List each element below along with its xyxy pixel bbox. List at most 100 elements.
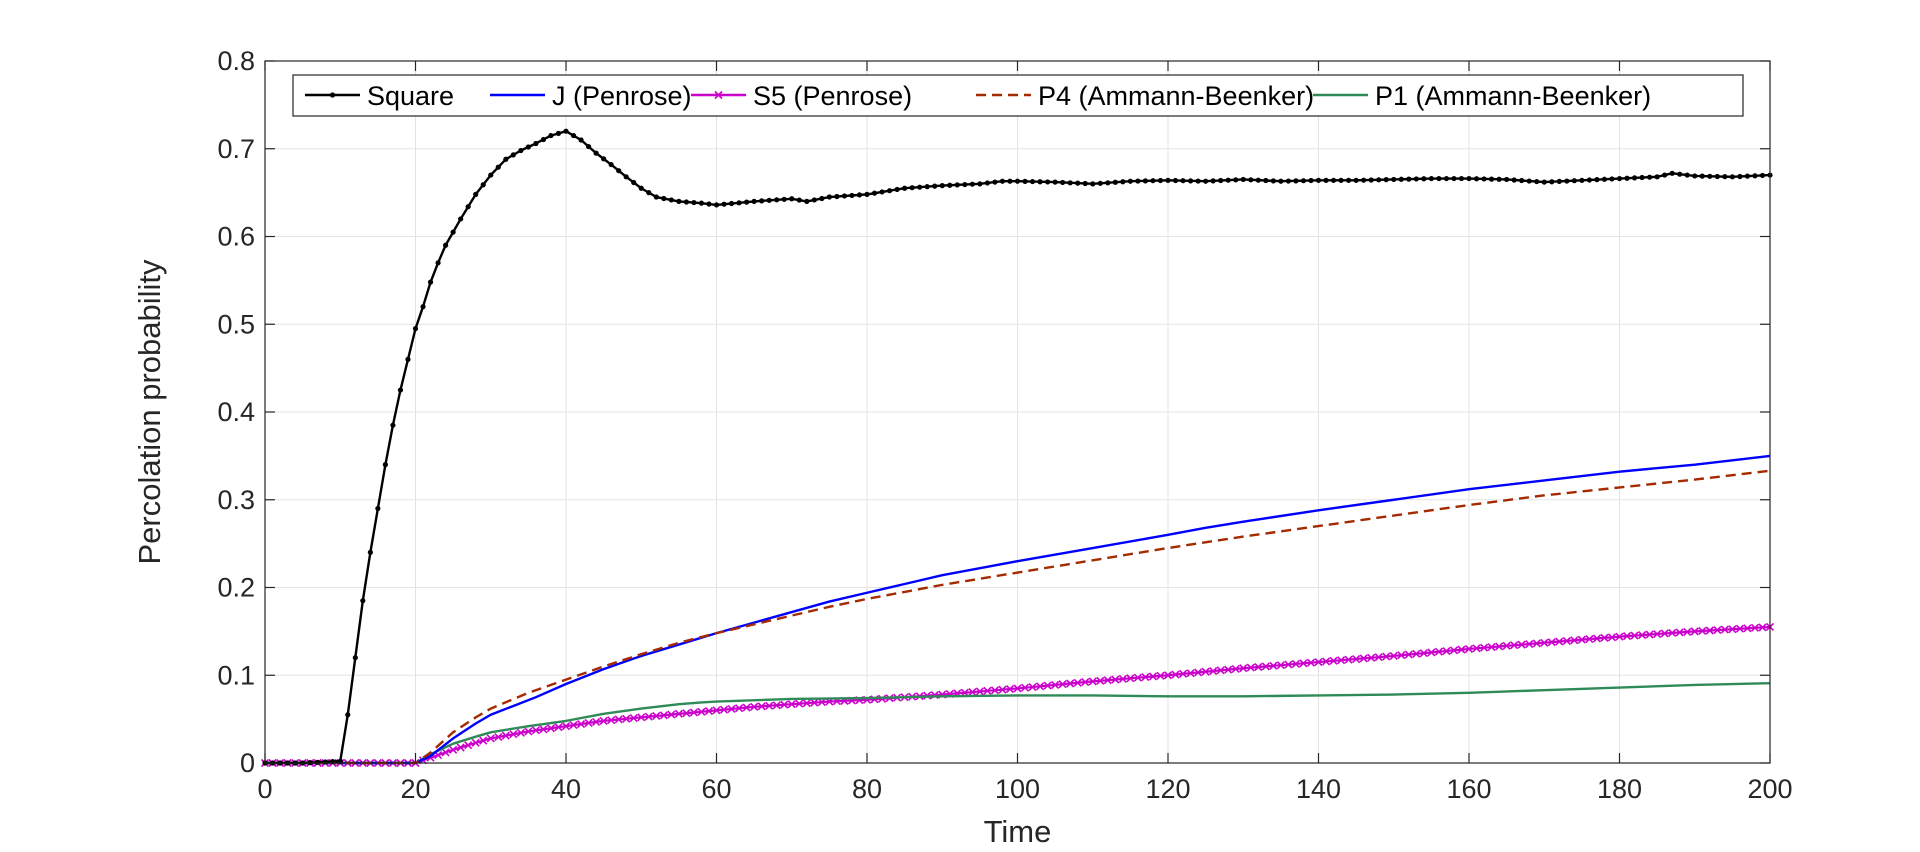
x-tick-label-10: 200 (1747, 774, 1792, 804)
series-2-marker-180 (1615, 632, 1624, 641)
series-2-marker-178 (1600, 633, 1609, 642)
series-0-marker-143 (1338, 177, 1344, 183)
series-0-marker-92 (954, 182, 960, 188)
series-0-marker-32 (503, 156, 509, 162)
series-2-marker-166 (1510, 641, 1519, 650)
series-0-marker-178 (1601, 176, 1608, 182)
series-2-marker-63 (735, 704, 744, 713)
series-2-marker-140 (1314, 658, 1323, 667)
series-0-marker-21 (420, 304, 426, 310)
series-0-marker-100 (1014, 178, 1021, 184)
series-line-1 (265, 454, 1771, 765)
series-0-marker-29 (480, 182, 486, 188)
x-tick-label-7: 140 (1296, 774, 1341, 804)
series-2-marker-141 (1321, 657, 1331, 666)
series-0-marker-36 (533, 140, 539, 147)
series-0-marker-130 (1240, 176, 1246, 183)
series-2-marker-176 (1585, 635, 1594, 644)
series-2-marker-41 (569, 721, 578, 730)
series-2-marker-155 (1427, 648, 1436, 657)
series-0-marker-90 (939, 183, 945, 189)
series-0-marker-85 (902, 185, 908, 191)
series-2-marker-69 (780, 700, 789, 709)
series-0-marker-28 (473, 191, 479, 197)
series-2-marker-149 (1382, 652, 1391, 661)
series-0-marker-37 (540, 136, 547, 143)
series-2-marker-135 (1276, 661, 1285, 670)
series-0-marker-128 (1225, 177, 1231, 183)
series-0-marker-48 (623, 174, 629, 180)
series-2-marker-162 (1479, 643, 1489, 652)
series-0-marker-39 (555, 130, 562, 136)
series-0-marker-151 (1398, 176, 1404, 182)
series-0-marker-12 (352, 655, 358, 661)
y-tick-label-8: 0.8 (217, 46, 255, 76)
series-0-marker-44 (593, 150, 599, 156)
series-0-marker-79 (856, 192, 863, 198)
series-0-marker-195 (1729, 174, 1735, 180)
series-0-marker-192 (1707, 173, 1713, 179)
series-2-marker-103 (1036, 682, 1045, 691)
series-2-marker-164 (1495, 642, 1504, 651)
series-0-marker-15 (375, 505, 381, 512)
series-2-marker-138 (1299, 659, 1308, 668)
series-0-marker-52 (653, 194, 659, 200)
series-2-marker-108 (1073, 678, 1082, 687)
series-0-marker-165 (1504, 176, 1510, 183)
series-0-marker-162 (1481, 176, 1487, 182)
series-0-marker-123 (1187, 178, 1194, 184)
series-0-marker-25 (450, 229, 456, 235)
series-2-marker-97 (990, 686, 999, 695)
series-0-marker-49 (631, 179, 637, 186)
series-0-marker-127 (1218, 177, 1224, 184)
series-2-marker-157 (1442, 646, 1451, 656)
series-2-marker-172 (1555, 637, 1564, 646)
series-0-marker-158 (1451, 175, 1457, 182)
series-2-marker-129 (1231, 664, 1240, 673)
series-0-marker-185 (1654, 174, 1660, 180)
series-0-marker-45 (601, 156, 607, 162)
series-0-marker-186 (1662, 172, 1668, 178)
series-2-marker-114 (1118, 674, 1127, 684)
series-0-marker-84 (894, 186, 900, 193)
y-axis-label: Percolation probability (132, 259, 167, 565)
series-0-marker-26 (458, 216, 464, 222)
series-0-marker-7 (315, 759, 321, 765)
series-0-marker-101 (1022, 178, 1028, 184)
series-0-marker-120 (1165, 177, 1171, 183)
series-2-marker-170 (1540, 638, 1549, 647)
series-0-marker-148 (1376, 177, 1382, 183)
series-0-marker-182 (1631, 175, 1638, 181)
series-0-marker-155 (1428, 175, 1434, 182)
series-2-marker-112 (1103, 676, 1112, 685)
series-0-marker-13 (360, 598, 366, 604)
series-2-marker-37 (539, 725, 548, 734)
series-0-marker-181 (1624, 175, 1630, 181)
series-0-marker-88 (924, 184, 930, 190)
x-tick-label-3: 60 (701, 774, 731, 804)
series-0-marker-139 (1308, 177, 1314, 184)
series-2-marker-142 (1329, 656, 1338, 665)
series-2-marker-42 (576, 719, 586, 729)
series-0-marker-129 (1233, 177, 1239, 183)
series-0-marker-124 (1195, 178, 1201, 184)
series-2-marker-179 (1607, 633, 1617, 642)
series-2-marker-196 (1735, 624, 1744, 633)
series-2-marker-60 (712, 706, 721, 715)
series-4 (265, 681, 1771, 765)
series-0-marker-149 (1383, 177, 1389, 183)
series-2-marker-197 (1743, 624, 1752, 633)
series-0-marker-167 (1519, 177, 1525, 184)
series-0-marker-199 (1759, 172, 1766, 179)
series-0-marker-146 (1361, 177, 1367, 183)
series-2-marker-177 (1592, 634, 1601, 643)
series-2-marker-110 (1088, 677, 1097, 686)
series-2-marker-47 (614, 715, 623, 724)
series-0-marker-65 (751, 198, 757, 204)
series-0-marker-197 (1744, 173, 1751, 179)
series-0-marker-119 (1157, 177, 1164, 184)
series-0-marker-150 (1391, 176, 1397, 183)
series-0-marker-42 (578, 137, 584, 143)
series-0-marker-41 (570, 132, 577, 139)
grid (264, 60, 1771, 764)
